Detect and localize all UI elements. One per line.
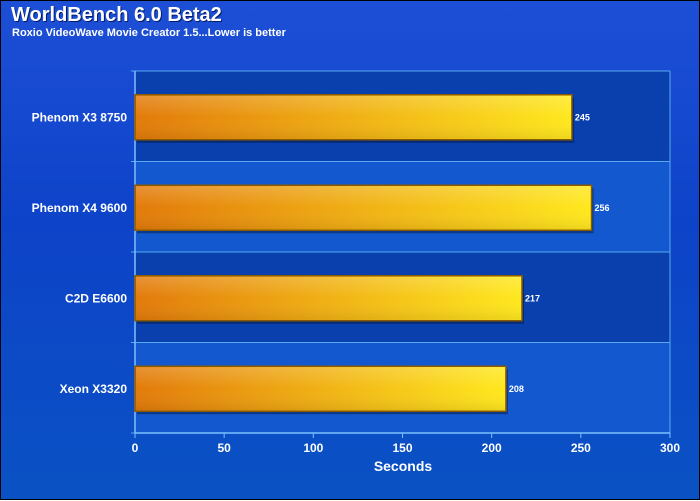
x-tick-label: 100 [303,441,323,455]
chart-subtitle: Roxio VideoWave Movie Creator 1.5...Lowe… [12,27,286,39]
x-tick-label: 300 [660,441,680,455]
x-tick-label: 0 [132,441,139,455]
bar-value-label: 208 [509,384,524,394]
bar-highlight [136,95,571,139]
chart-title: WorldBench 6.0 Beta2 [11,4,222,26]
x-tick-label: 250 [571,441,591,455]
bars [134,94,594,415]
bar-value-label: 256 [595,203,610,213]
category-label: Phenom X4 9600 [32,201,128,215]
bar-highlight [136,367,505,411]
x-tick-label: 200 [482,441,502,455]
x-axis-label: Seconds [374,458,433,474]
bar-value-label: 217 [525,293,540,303]
bar-highlight [136,186,591,230]
category-label: C2D E6600 [65,291,127,305]
category-label: Xeon X3320 [60,382,128,396]
x-tick-label: 150 [392,441,412,455]
x-tick-label: 50 [217,441,231,455]
bar-value-label: 245 [575,112,590,122]
bar-highlight [136,276,521,320]
category-label: Phenom X3 8750 [32,110,128,124]
labels: 0 50 100 150 200 250 300 245 Phenom X3 8750 256 Ph… [32,110,681,455]
